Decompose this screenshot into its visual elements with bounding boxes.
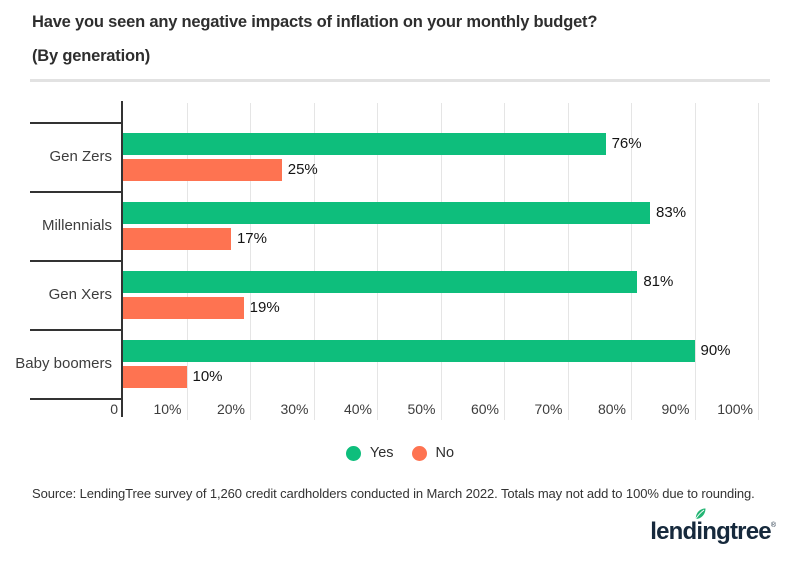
x-tick-label: 50% — [407, 401, 436, 417]
bar-no — [123, 365, 187, 388]
chart-legend: Yes No — [0, 440, 800, 466]
category-label: Gen Xers — [48, 286, 112, 303]
x-tick-label: 20% — [216, 401, 245, 417]
bar-no — [123, 158, 282, 181]
bar-value-label: 10% — [192, 367, 223, 385]
gridline — [186, 103, 188, 420]
chart-title: Have you seen any negative impacts of in… — [32, 13, 598, 31]
legend-item-yes: Yes — [345, 445, 394, 461]
gridline — [313, 103, 315, 420]
legend-dot — [345, 445, 361, 461]
category-tick — [30, 191, 123, 193]
leaf-icon — [695, 508, 706, 520]
x-tick-label: 30% — [280, 401, 309, 417]
gridline — [567, 103, 569, 420]
logo-text-before: lend — [650, 518, 697, 545]
category-tick — [30, 329, 123, 331]
bar-value-label: 90% — [700, 341, 731, 359]
header-divider — [30, 79, 770, 82]
bar-value-label: 81% — [643, 272, 674, 290]
x-tick-label: 100% — [717, 401, 753, 417]
x-tick-label: 70% — [534, 401, 563, 417]
bar-value-label: 19% — [249, 298, 280, 316]
x-tick-label: 10% — [153, 401, 182, 417]
x-tick-label: 40% — [343, 401, 372, 417]
legend-dot — [411, 445, 427, 461]
bar-no — [123, 296, 244, 319]
bar-no — [123, 227, 231, 250]
chart-subtitle: (By generation) — [32, 47, 151, 65]
logo-text-after: ngtree — [702, 518, 771, 545]
x-tick-label: 80% — [597, 401, 626, 417]
category-tick — [30, 260, 123, 262]
lendingtree-logo: lend i ngtree ® — [650, 508, 776, 545]
category-label: Gen Zers — [49, 148, 112, 165]
bar-yes — [123, 201, 651, 224]
gridline — [377, 103, 378, 420]
gridline — [758, 103, 759, 420]
y-axis-line — [121, 101, 123, 417]
registered-mark: ® — [770, 522, 776, 529]
x-tick-label: 0 — [110, 401, 118, 417]
legend-label: Yes — [369, 445, 394, 461]
bar-value-label: 17% — [236, 229, 267, 247]
logo-letter-i: i — [695, 508, 706, 544]
gridline — [440, 103, 442, 420]
legend-item-no: No — [411, 445, 455, 461]
bar-value-label: 76% — [611, 134, 642, 152]
category-label: Baby boomers — [15, 355, 112, 372]
source-note: Source: LendingTree survey of 1,260 cred… — [32, 486, 755, 501]
category-tick — [30, 398, 123, 400]
x-tick-label: 60% — [470, 401, 499, 417]
bar-yes — [123, 132, 606, 155]
legend-label: No — [435, 445, 455, 461]
bar-yes — [123, 339, 695, 362]
gridline — [694, 103, 696, 420]
x-tick-label: 90% — [661, 401, 690, 417]
gridline — [250, 103, 251, 420]
bar-yes — [123, 270, 638, 293]
category-label: Millennials — [41, 217, 112, 234]
bar-value-label: 83% — [656, 203, 687, 221]
gridline — [504, 103, 505, 420]
bar-value-label: 25% — [287, 160, 318, 178]
gridline — [631, 103, 632, 420]
category-tick — [30, 122, 123, 124]
